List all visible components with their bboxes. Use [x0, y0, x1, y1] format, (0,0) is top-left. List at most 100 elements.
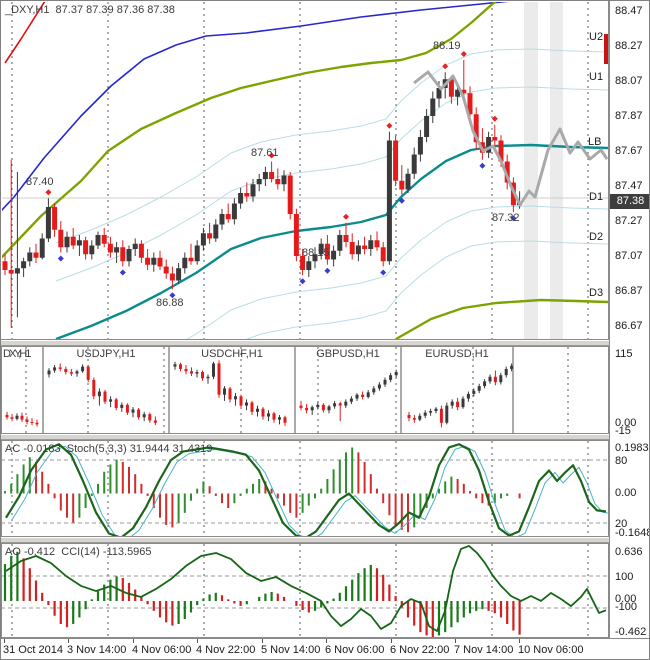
price-axis-label: 88.47: [615, 5, 643, 17]
candle-body: [343, 235, 349, 242]
price-axis-label: 87.27: [615, 215, 643, 227]
candle-body: [132, 243, 138, 249]
candle-body: [267, 413, 270, 417]
candle-body: [250, 402, 254, 412]
fractal-marker: [169, 292, 176, 299]
candle-body: [188, 257, 194, 262]
candle-body: [488, 376, 492, 382]
candle-body: [393, 140, 399, 181]
candle-body: [321, 404, 325, 411]
candle-body: [244, 193, 250, 197]
candle-body: [368, 240, 374, 249]
fractal-marker: [386, 122, 393, 129]
indicator-line: [186, 205, 608, 339]
indicator-axis-label: -0.1648: [615, 527, 650, 539]
candle-body: [234, 396, 237, 400]
indicator-line: [5, 545, 607, 632]
candle-body: [27, 252, 33, 262]
candle-body: [411, 154, 417, 174]
candle-body: [245, 402, 248, 406]
fractal-marker: [491, 115, 498, 122]
candle-body: [2, 261, 8, 270]
time-axis-label: 5 Nov 14:00: [261, 644, 321, 656]
current-price-tag: 87.38: [610, 194, 649, 209]
price-axis[interactable]: [609, 1, 649, 638]
candle-body: [45, 207, 51, 239]
candle-body: [405, 173, 411, 190]
price-annotation: 87.40: [26, 176, 54, 188]
time-axis-tick: [326, 639, 327, 643]
candle-body: [338, 403, 342, 406]
mini-chart-symbol-label: USDCHF,H1: [201, 348, 263, 360]
stoch-panel-header: AC -0.0183 Stoch(5,3,3) 31.9444 31.4319: [5, 443, 213, 455]
fractal-marker: [57, 255, 64, 262]
price-axis-label: 86.87: [615, 285, 643, 297]
price-annotation: 86.88: [156, 297, 184, 309]
symbols-axis-label: 0.00: [615, 417, 637, 429]
candle-body: [10, 417, 14, 419]
band-label-u1: U1: [589, 71, 604, 83]
panel-splitter[interactable]: [1, 434, 649, 440]
candle-body: [86, 366, 90, 380]
panel-splitter[interactable]: [1, 537, 649, 543]
candle-body: [153, 420, 157, 423]
candle-body: [418, 415, 422, 420]
candle-body: [53, 367, 57, 371]
indicator-axis-label: 0.00: [615, 487, 637, 499]
candle-body: [466, 393, 470, 399]
time-axis-label: 31 Oct 2014: [3, 644, 63, 656]
price-axis-label: 87.67: [615, 145, 643, 157]
cci-panel-header: AO -0.412 CCI(14) -113.5965: [5, 546, 152, 558]
candle-body: [374, 240, 380, 248]
panel-splitter[interactable]: [1, 340, 649, 346]
candle-body: [182, 257, 188, 269]
fractal-marker: [442, 63, 449, 70]
time-axis[interactable]: 31 Oct 2014 3 Nov 14:00 4 Nov 06:00 4 Nov 2…: [1, 638, 649, 659]
candle-body: [173, 364, 177, 367]
indicator-axis-label: 80: [615, 455, 628, 467]
price-axis-label: 87.07: [615, 250, 643, 262]
candle-body: [467, 93, 473, 115]
time-axis-label: 3 Nov 14:00: [67, 644, 127, 656]
symbols-overview-panel[interactable]: [1, 346, 609, 434]
candle-body: [281, 175, 287, 185]
candle-body: [394, 372, 398, 376]
mini-chart-symbol-label: USDJPY,H1: [76, 348, 136, 360]
candle-body: [219, 214, 225, 225]
candle-body: [448, 79, 454, 97]
symbols-axis-label: 115: [615, 348, 633, 360]
candle-body: [21, 261, 27, 269]
indicator-axis-label: -0.462: [615, 626, 647, 638]
indicator-axis-label: 20: [615, 518, 628, 530]
time-axis-tick: [391, 639, 392, 643]
candle-body: [148, 414, 152, 421]
candle-body: [256, 179, 262, 185]
candle-body: [64, 236, 70, 248]
future-shade-band: [524, 2, 538, 339]
candle-body: [504, 368, 508, 376]
indicator-axis-label: 0.00: [615, 593, 637, 605]
candle-body: [430, 98, 436, 116]
candle-body: [228, 388, 232, 400]
candle-body: [445, 405, 449, 423]
candle-body: [283, 417, 287, 423]
time-axis-tick: [455, 639, 456, 643]
fractal-marker: [324, 267, 331, 274]
time-axis-tick: [68, 639, 69, 643]
candle-body: [70, 236, 76, 246]
future-shade-band: [550, 2, 563, 339]
candle-body: [223, 388, 226, 395]
candle-body: [504, 161, 510, 183]
price-annotation: 87.61: [251, 147, 279, 159]
candle-body: [95, 235, 101, 246]
candle-body: [366, 392, 370, 398]
candle-body: [434, 408, 438, 412]
chart-title-ohlc: _DXY,H1 87.37 87.39 87.36 87.38: [5, 4, 175, 16]
candle-body: [499, 375, 503, 383]
mini-chart-symbol-label: GBPUSD,H1: [316, 348, 380, 360]
indicator-line: [5, 443, 607, 536]
candle-body: [120, 247, 126, 262]
candle-body: [361, 394, 365, 398]
fractal-marker: [299, 278, 306, 285]
